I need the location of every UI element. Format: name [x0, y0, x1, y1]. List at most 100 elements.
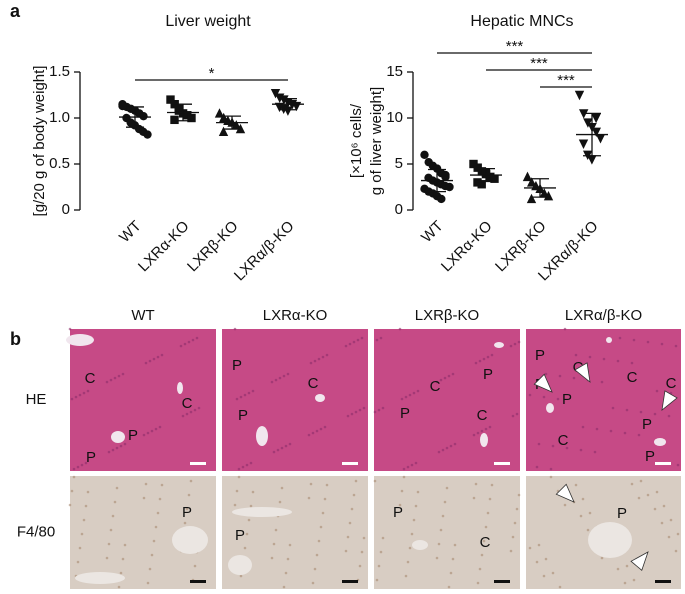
- column-header: LXRα-KO: [263, 307, 328, 324]
- tissue-speck: [484, 525, 488, 529]
- vessel: [654, 438, 666, 446]
- tissue-speck: [630, 361, 634, 365]
- data-point: [543, 191, 554, 201]
- tissue-speck: [445, 446, 449, 450]
- tissue-speck: [480, 429, 484, 433]
- tissue-speck: [416, 490, 420, 494]
- panel-label: a: [10, 1, 21, 21]
- tissue-speck: [105, 380, 109, 384]
- vessel: [256, 426, 268, 446]
- tissue-speck: [123, 442, 127, 446]
- sd-bar: [428, 168, 446, 193]
- tissue-speck: [152, 539, 156, 543]
- data-point: [441, 172, 450, 182]
- tissue-speck: [410, 532, 414, 536]
- column-header: LXRα/β-KO: [565, 307, 642, 324]
- tissue-speck: [435, 380, 439, 384]
- micrograph-annotation: C: [182, 395, 193, 412]
- micrograph: [373, 475, 521, 589]
- tissue-speck: [486, 511, 490, 515]
- tissue-speck: [609, 429, 613, 433]
- vessel: [315, 394, 325, 402]
- sd-bar: [279, 98, 297, 111]
- tissue-speck: [490, 353, 494, 357]
- tissue-speck: [439, 528, 443, 532]
- tissue-speck: [239, 574, 243, 578]
- vessel: [412, 540, 428, 550]
- tissue-speck: [156, 355, 160, 359]
- tissue-speck: [490, 483, 494, 487]
- tissue-speck: [549, 475, 553, 479]
- micrograph-annotation: C: [85, 370, 96, 387]
- sd-bar: [223, 115, 241, 130]
- tissue-speck: [311, 581, 315, 585]
- data-point: [526, 193, 537, 204]
- data-point: [118, 101, 127, 111]
- tissue-speck: [346, 535, 350, 539]
- panel-label: b: [10, 329, 21, 349]
- tissue-speck: [653, 412, 657, 416]
- tissue-speck: [412, 391, 416, 395]
- tissue-speck: [630, 482, 634, 486]
- data-point: [420, 150, 429, 159]
- tissue-speck: [646, 340, 650, 344]
- tissue-speck: [344, 344, 348, 348]
- tissue-speck: [476, 431, 480, 435]
- tissue-speck: [414, 504, 418, 508]
- tissue-speck: [653, 507, 657, 511]
- arrowhead: [630, 551, 649, 571]
- significance-label: ***: [530, 55, 548, 72]
- tissue-speck: [352, 340, 356, 344]
- tissue-speck: [667, 535, 671, 539]
- tissue-speck: [447, 585, 451, 589]
- tissue-speck: [574, 483, 578, 487]
- micrograph-annotation: C: [573, 359, 584, 376]
- tissue-speck: [82, 391, 86, 395]
- tissue-speck: [360, 550, 364, 554]
- micrograph-annotation: P: [182, 504, 192, 521]
- tissue-speck: [109, 378, 113, 382]
- micrograph-image: [374, 329, 520, 471]
- tissue-speck: [158, 497, 162, 501]
- tissue-speck: [535, 560, 539, 564]
- data-point: [591, 127, 601, 137]
- tissue-speck: [637, 433, 641, 437]
- tissue-speck: [377, 564, 381, 568]
- y-tick-label: 1.0: [49, 109, 70, 126]
- tissue-speck: [406, 560, 410, 564]
- tissue-speck: [600, 556, 604, 560]
- tissue-speck: [325, 483, 329, 487]
- tissue-speck: [284, 571, 288, 575]
- tissue-speck: [317, 539, 321, 543]
- micrograph-annotation: P: [238, 407, 248, 424]
- micrograph-annotation: P: [535, 347, 545, 364]
- tissue-speck: [235, 489, 239, 493]
- tissue-speck: [416, 389, 420, 393]
- tissue-speck: [358, 564, 362, 568]
- tissue-speck: [443, 376, 447, 380]
- y-tick-label: 1.5: [49, 63, 70, 80]
- tissue-speck: [193, 564, 197, 568]
- tissue-speck: [286, 372, 290, 376]
- tissue-speck: [156, 511, 160, 515]
- scale-bar: [342, 462, 358, 465]
- tissue-speck: [158, 425, 162, 429]
- tissue-speck: [449, 571, 453, 575]
- y-axis-label: [×10⁶ cells/: [348, 103, 365, 178]
- tissue-speck: [241, 465, 245, 469]
- tissue-speck: [115, 486, 119, 490]
- tissue-speck: [107, 450, 111, 454]
- micrograph: [526, 475, 681, 589]
- chart-title: Hepatic MNCs: [470, 13, 573, 30]
- chart-title: Liver weight: [165, 13, 251, 30]
- micrograph: [68, 475, 216, 589]
- tissue-speck: [579, 514, 583, 518]
- tissue-speck: [574, 353, 578, 357]
- tissue-speck: [68, 503, 72, 507]
- tissue-speck: [551, 571, 555, 575]
- tissue-speck: [107, 542, 111, 546]
- x-tick-label: LXRα/β-KO: [231, 218, 298, 285]
- arrowhead: [574, 362, 591, 383]
- vessel: [232, 507, 292, 517]
